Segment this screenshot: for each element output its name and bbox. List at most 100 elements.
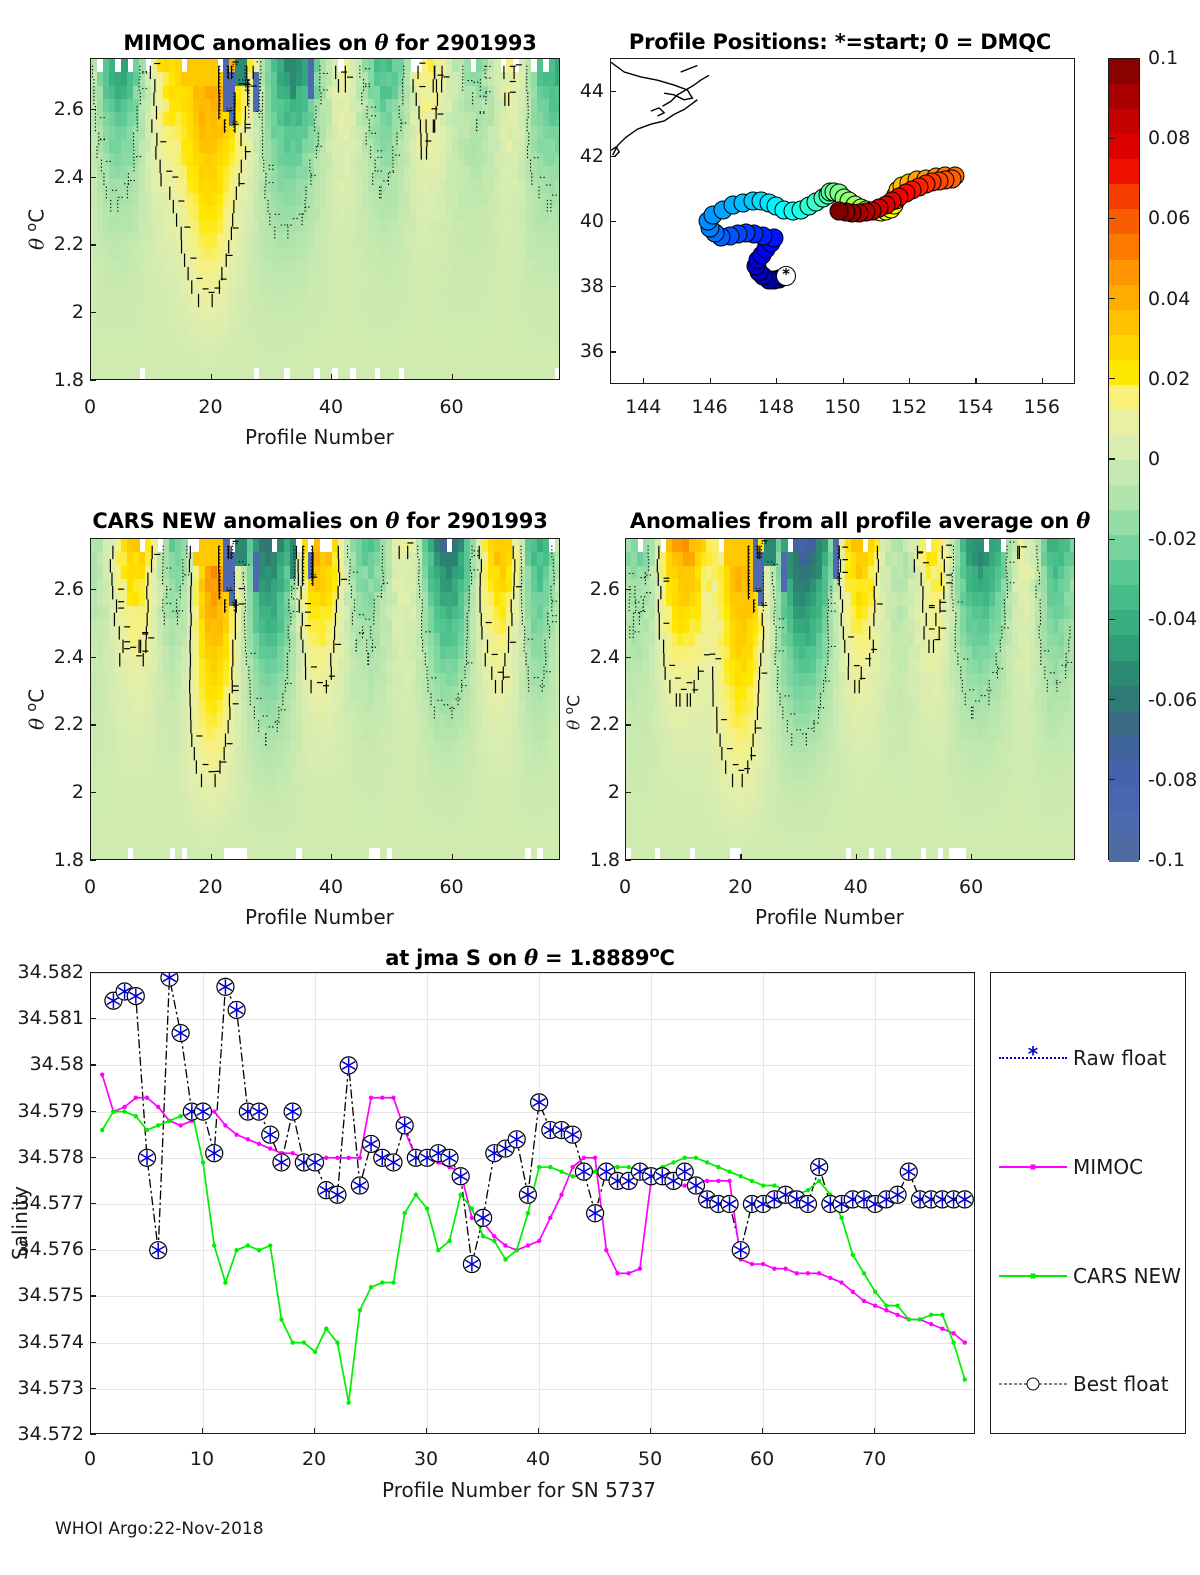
- heatmap-cell: [434, 112, 441, 127]
- heatmap-cell: [367, 85, 375, 100]
- heatmap-cell: [217, 166, 224, 181]
- heatmap-cell: [379, 219, 387, 234]
- heatmap-cell: [355, 179, 363, 194]
- heatmap-cell: [91, 219, 98, 234]
- heatmap-cell: [102, 259, 110, 275]
- heatmap-cell: [548, 179, 556, 194]
- heatmap-cell: [169, 192, 176, 207]
- heatmap-cell: [241, 233, 249, 248]
- contour-overlay: [91, 61, 558, 308]
- heatmap-cell: [331, 233, 339, 248]
- heatmap-cell: [416, 192, 423, 207]
- heatmap-cell: [410, 85, 417, 100]
- heatmap-cell: [307, 206, 315, 221]
- heatmap-cell: [325, 273, 333, 288]
- heatmap-cell: [488, 152, 496, 167]
- heatmap-cell: [187, 179, 194, 194]
- heatmap-cell: [235, 219, 243, 234]
- heatmap-cell: [241, 85, 249, 100]
- heatmap-cell: [229, 166, 236, 181]
- heatmap-cell: [325, 166, 333, 181]
- heatmap-cell: [289, 72, 297, 87]
- heatmap-cell: [349, 139, 357, 154]
- heatmap-cell: [114, 72, 122, 87]
- heatmap-cell: [428, 125, 435, 140]
- heatmap-cell: [271, 246, 279, 261]
- heatmap-cell: [331, 273, 339, 288]
- heatmap-cell: [175, 192, 182, 207]
- heatmap-cell: [265, 246, 273, 261]
- heatmap-cell: [428, 192, 435, 207]
- heatmap-cell: [259, 206, 267, 221]
- heatmap-cell: [301, 98, 309, 114]
- heatmap-cell: [428, 246, 435, 261]
- heatmap-cell: [524, 125, 532, 140]
- heatmap-cell: [512, 152, 520, 167]
- heatmap-cell: [229, 152, 236, 167]
- heatmap-cell: [325, 72, 333, 87]
- heatmap-cell: [385, 179, 393, 194]
- heatmap-cell: [313, 233, 321, 248]
- heatmap-cell: [150, 246, 158, 261]
- heatmap-cell: [205, 179, 212, 194]
- heatmap-cell: [548, 72, 556, 87]
- heatmap-cell: [144, 139, 152, 154]
- heatmap-cell: [229, 112, 236, 127]
- heatmap-cell: [458, 125, 465, 140]
- heatmap-cell: [132, 72, 140, 87]
- heatmap-cell: [235, 85, 243, 100]
- heatmap-cell: [470, 166, 478, 181]
- heatmap-cell: [452, 72, 459, 87]
- heatmap-cell: [343, 246, 351, 261]
- heatmap-cell: [138, 166, 146, 181]
- heatmap-cell: [458, 166, 465, 181]
- heatmap-cell: [458, 152, 465, 167]
- heatmap-cell: [295, 273, 303, 288]
- heatmap-cell: [398, 139, 405, 154]
- heatmap-cell: [253, 192, 261, 207]
- heatmap-cell: [464, 59, 471, 73]
- heatmap-cell: [241, 72, 249, 87]
- heatmap-cell: [373, 246, 381, 261]
- heatmap-cell: [391, 85, 399, 100]
- heatmap-cell: [277, 259, 285, 275]
- heatmap-cell: [271, 72, 279, 87]
- heatmap-cell: [199, 139, 206, 154]
- heatmap-cell: [518, 125, 526, 140]
- heatmap-cell: [295, 98, 303, 114]
- heatmap-cell: [307, 125, 315, 140]
- heatmap-cell: [265, 206, 273, 221]
- heatmap-cell: [265, 98, 273, 114]
- heatmap-cell: [482, 273, 490, 288]
- heatmap-cell: [229, 125, 236, 140]
- heatmap-cell: [132, 219, 140, 234]
- heatmap-cell: [120, 273, 128, 288]
- heatmap-cell: [548, 59, 556, 73]
- heatmap-cell: [271, 259, 279, 275]
- heatmap-cell: [464, 85, 471, 100]
- heatmap-cell: [277, 273, 285, 288]
- heatmap-cell: [518, 72, 526, 87]
- heatmap-cell: [120, 192, 128, 207]
- heatmap-cell: [554, 246, 559, 261]
- heatmap-cell: [253, 166, 261, 181]
- heatmap-cell: [379, 206, 387, 221]
- heatmap-cell: [494, 192, 502, 207]
- heatmap-cell: [512, 72, 520, 87]
- heatmap-cell: [96, 112, 104, 127]
- heatmap-cell: [163, 98, 170, 114]
- heatmap-cell: [488, 192, 496, 207]
- heatmap-cell: [132, 98, 140, 114]
- heatmap-cell: [373, 152, 381, 167]
- heatmap-cell: [265, 219, 273, 234]
- heatmap-cell: [307, 179, 315, 194]
- heatmap-cell: [120, 85, 128, 100]
- heatmap-cell: [404, 273, 411, 288]
- heatmap-cell: [385, 233, 393, 248]
- heatmap-cell: [331, 259, 339, 275]
- heatmap-cell: [169, 125, 176, 140]
- heatmap-cell: [343, 192, 351, 207]
- heatmap-cell: [385, 192, 393, 207]
- heatmap-cell: [205, 85, 212, 100]
- heatmap-cell: [120, 219, 128, 234]
